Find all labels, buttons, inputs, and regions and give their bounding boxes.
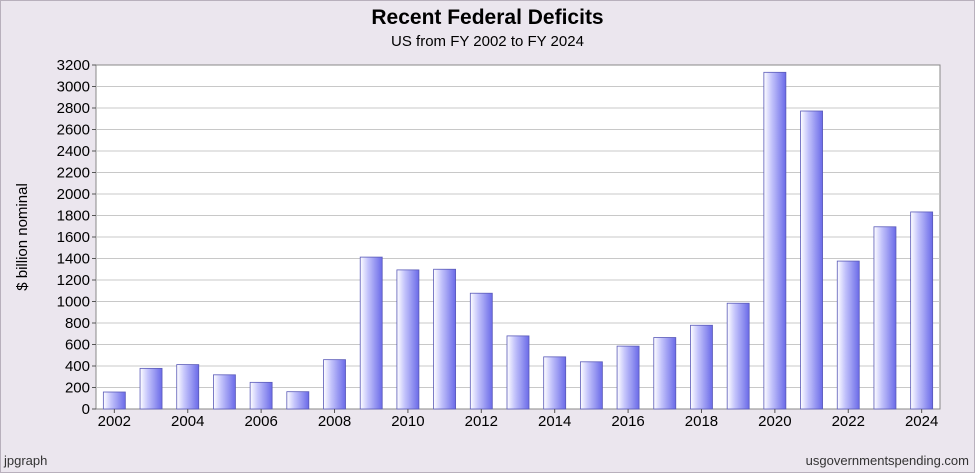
y-tick-label: 2000: [57, 186, 90, 203]
bar-2007: [286, 391, 310, 410]
bar-2005: [213, 374, 236, 410]
bar-2023: [873, 226, 897, 410]
y-tick-label: 3000: [57, 79, 90, 96]
x-tick-label: 2004: [171, 413, 204, 430]
y-tick-label: 0: [82, 401, 90, 418]
bar-2002: [102, 391, 126, 410]
x-tick-label: 2016: [611, 413, 644, 430]
x-tick-label: 2012: [465, 413, 498, 430]
y-tick-label: 600: [65, 337, 90, 354]
gridlines: [96, 86, 940, 388]
bar-2014: [543, 356, 567, 410]
bar-2010: [396, 269, 420, 410]
bar-2009: [359, 256, 383, 410]
bar-2015: [579, 361, 603, 410]
x-tick-label: 2018: [685, 413, 718, 430]
bar-2021: [800, 110, 823, 410]
x-tick-label: 2008: [318, 413, 351, 430]
x-tick-label: 2006: [244, 413, 277, 430]
x-tick-labels: 2002 2004 2006 2008 2010 2012 2014 2016 2018 2020…: [98, 409, 938, 430]
bar-2012: [469, 292, 493, 410]
bar-2006: [249, 381, 273, 410]
bar-2022: [836, 260, 860, 410]
y-tick-label: 1400: [57, 251, 90, 268]
y-tick-label: 3200: [57, 57, 90, 74]
footer-credit-right: usgovernmentspending.com: [805, 453, 969, 468]
y-tick-label: 2600: [57, 122, 90, 139]
bar-2004: [176, 364, 200, 410]
x-tick-label: 2024: [905, 413, 938, 430]
bar-2011: [433, 268, 457, 410]
bar-2013: [506, 335, 530, 410]
y-tick-label: 2800: [57, 100, 90, 117]
x-tick-label: 2002: [98, 413, 131, 430]
x-tick-label: 2022: [832, 413, 865, 430]
footer-credit-left: jpgraph: [4, 453, 48, 468]
bar-2008: [323, 359, 346, 410]
y-tick-label: 800: [65, 315, 90, 332]
bar-2018: [690, 324, 713, 410]
y-tick-label: 200: [65, 380, 90, 397]
x-tick-label: 2010: [391, 413, 424, 430]
y-tick-labels: 0 200 400 600 800 1000 1200 1400 1600 1800 2000 220…: [57, 57, 96, 418]
x-tick-label: 2020: [758, 413, 791, 430]
chart-title: Recent Federal Deficits: [371, 6, 604, 29]
y-tick-label: 400: [65, 358, 90, 375]
bar-2016: [616, 345, 640, 410]
bar-2017: [653, 337, 677, 410]
y-tick-label: 1800: [57, 208, 90, 225]
x-tick-label: 2014: [538, 413, 571, 430]
bar-2020: [763, 71, 787, 410]
y-tick-label: 2200: [57, 165, 90, 182]
y-axis-label: $ billion nominal: [14, 183, 31, 291]
y-tick-label: 2400: [57, 143, 90, 160]
y-tick-label: 1600: [57, 229, 90, 246]
bar-2003: [139, 367, 163, 410]
chart-subtitle: US from FY 2002 to FY 2024: [391, 33, 584, 50]
y-tick-label: 1200: [57, 272, 90, 289]
bar-2019: [726, 302, 750, 410]
bar-2024: [910, 211, 934, 410]
y-tick-label: 1000: [57, 294, 90, 311]
bars: [102, 71, 934, 410]
